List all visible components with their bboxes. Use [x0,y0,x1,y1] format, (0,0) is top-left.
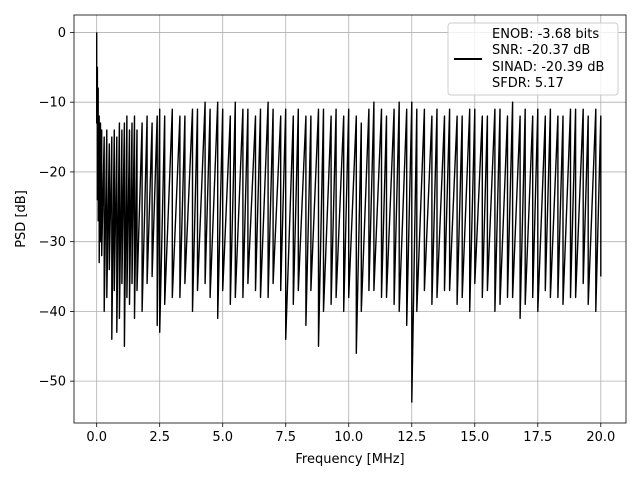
legend-line-sfdr: SFDR: 5.17 [492,76,564,91]
legend-line-sinad: SINAD: -20.39 dB [492,60,604,75]
y-tick-label: −30 [39,235,66,250]
x-tick-label: 17.5 [523,430,552,445]
legend-line-enob: ENOB: -3.68 bits [492,27,599,42]
legend-box [447,22,619,96]
x-axis-label: Frequency [MHz] [295,452,404,467]
x-tick-label: 15.0 [460,430,489,445]
y-tick-label: −50 [39,375,66,390]
x-tick-label: 2.5 [149,430,170,445]
y-tick-label: −40 [39,305,66,320]
x-tick-label: 7.5 [275,430,296,445]
plot-frame [73,14,627,424]
x-tick-label: 5.0 [212,430,233,445]
x-tick-label: 0.0 [86,430,107,445]
x-tick-label: 10.0 [334,430,363,445]
axes-layer: 0.0 2.5 5.0 7.5 10.0 12.5 15.0 17.5 20.0 0 −10 −20 −… [39,26,616,445]
legend: ENOB: -3.68 bits SNR: -20.37 dB SINAD: -… [447,22,619,96]
y-tick-label: 0 [58,26,66,41]
series-layer [95,32,602,403]
x-tick-label: 12.5 [397,430,426,445]
y-tick-label: −10 [39,96,66,111]
legend-line-snr: SNR: -20.37 dB [492,43,590,58]
psd-series-line [95,32,602,403]
x-tick-label: 20.0 [586,430,615,445]
y-tick-label: −20 [39,165,66,180]
y-axis-label: PSD [dB] [14,190,29,248]
